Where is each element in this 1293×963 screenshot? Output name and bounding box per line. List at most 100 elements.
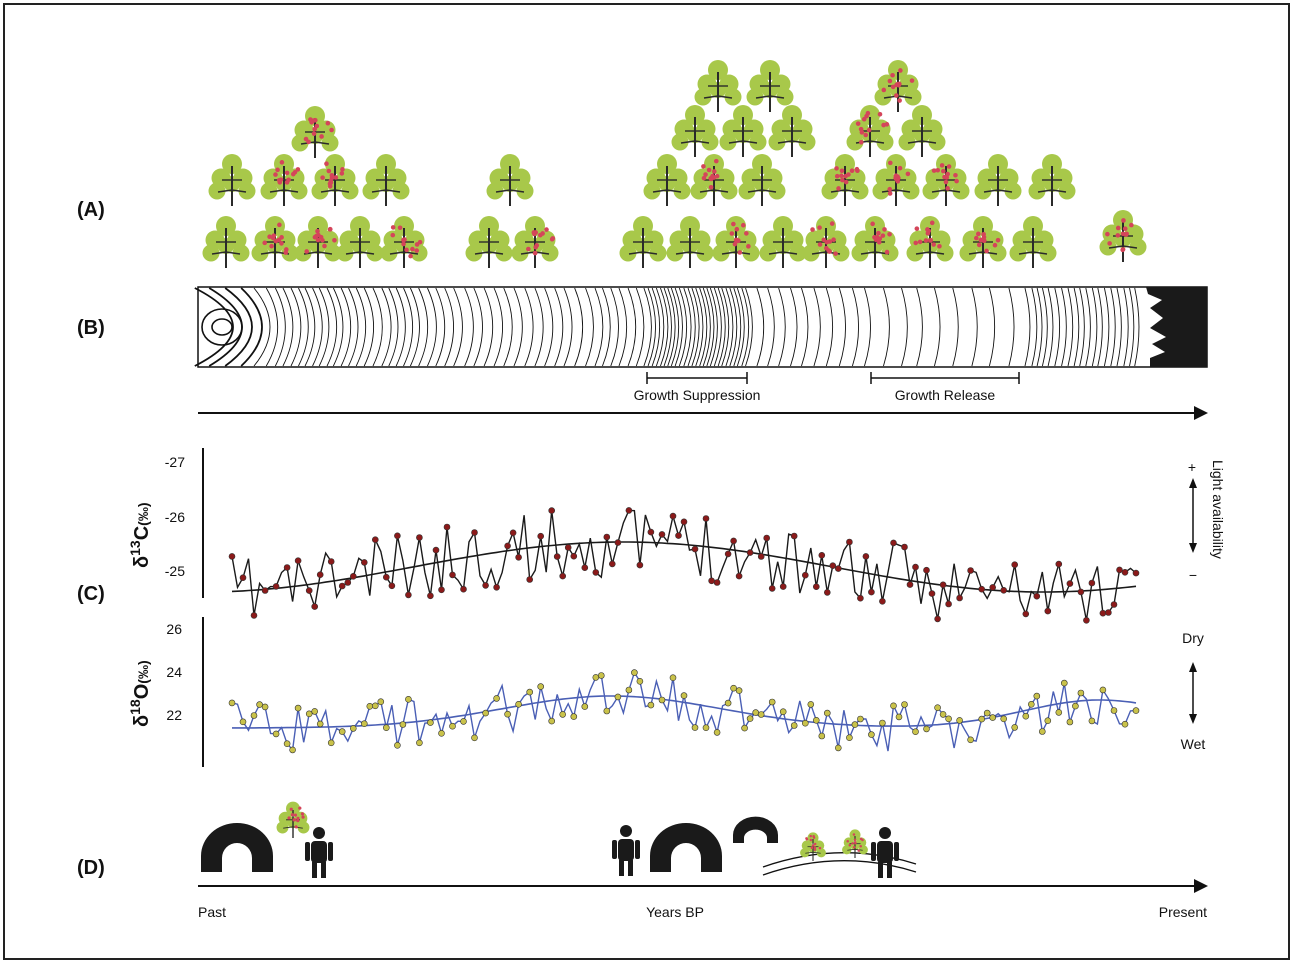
data-point xyxy=(967,736,974,744)
data-point xyxy=(228,699,236,707)
data-point xyxy=(548,507,556,514)
data-point xyxy=(250,712,258,719)
tree-ring xyxy=(453,287,463,367)
panel-label-b: (B) xyxy=(77,317,105,339)
data-point xyxy=(658,531,666,538)
fruit-tree-icon xyxy=(712,216,760,268)
hut-icon xyxy=(650,823,722,872)
data-point xyxy=(768,698,776,706)
tree-ring xyxy=(643,287,652,367)
tree-ring xyxy=(663,287,672,367)
tree-ring xyxy=(883,287,890,367)
light-minus-sign: − xyxy=(1189,567,1197,583)
data-point xyxy=(526,576,534,583)
data-point xyxy=(890,539,897,547)
data-point xyxy=(1116,566,1123,574)
data-point xyxy=(757,711,765,718)
fruit-tree-icon xyxy=(690,154,738,206)
data-point xyxy=(305,710,313,718)
dry-wet-arrow xyxy=(1189,662,1197,724)
growth-release-label: Growth Release xyxy=(895,387,996,403)
data-point xyxy=(537,683,545,690)
tree-ring xyxy=(1041,287,1048,367)
tree-icon xyxy=(719,105,767,157)
tree-ring xyxy=(678,287,688,367)
data-point xyxy=(680,692,688,699)
fruit-tree-icon xyxy=(821,154,869,206)
years-bp-label: Years BP xyxy=(646,904,704,920)
data-point xyxy=(625,686,633,694)
tree-ring xyxy=(1116,287,1122,367)
data-point xyxy=(857,715,864,723)
tree-ring xyxy=(253,287,271,367)
tree-ring xyxy=(971,287,978,367)
present-label: Present xyxy=(1159,904,1207,920)
data-point xyxy=(349,725,357,732)
data-point xyxy=(338,582,346,590)
data-point xyxy=(724,699,732,707)
data-point xyxy=(636,677,644,685)
data-point xyxy=(939,581,947,589)
data-point xyxy=(851,721,859,728)
data-point xyxy=(879,597,886,605)
data-point xyxy=(349,572,357,580)
data-point xyxy=(581,564,589,572)
data-point xyxy=(427,592,434,600)
fruit-tree-icon xyxy=(922,154,970,206)
tree-ring xyxy=(395,287,406,367)
c13-tick-label: -25 xyxy=(165,563,185,579)
tree-ring xyxy=(655,287,665,367)
o18-tick-label: 22 xyxy=(166,707,182,723)
tree-icon xyxy=(768,105,816,157)
tree-icon xyxy=(898,105,946,157)
figure-frame xyxy=(3,3,1290,960)
tree-ring xyxy=(660,287,669,367)
tree-ring xyxy=(901,287,908,367)
data-point xyxy=(371,536,379,544)
c13-series xyxy=(228,507,1140,624)
tree-ring xyxy=(326,287,338,367)
data-point xyxy=(956,594,963,602)
data-point xyxy=(559,572,567,580)
pith-ring xyxy=(211,318,233,336)
tree-ring xyxy=(544,287,554,367)
ring-lines xyxy=(194,287,1140,367)
tree-ring xyxy=(670,287,680,367)
tree-ring xyxy=(340,287,352,367)
tree-ring xyxy=(767,287,775,367)
tree-ring xyxy=(717,287,726,367)
tree-icon xyxy=(362,154,410,206)
tree-ring xyxy=(651,287,661,367)
data-point xyxy=(509,529,517,537)
tree-icon xyxy=(336,216,384,268)
growth-suppression-bracket xyxy=(646,372,748,384)
fruit-tree-icon xyxy=(380,216,428,268)
data-point xyxy=(537,532,545,540)
panel-label-d: (D) xyxy=(77,857,105,879)
data-point xyxy=(482,582,489,589)
past-label: Past xyxy=(198,904,226,920)
fruit-tree-icon xyxy=(800,832,826,861)
data-point xyxy=(1011,724,1019,731)
data-point xyxy=(818,732,826,740)
data-point xyxy=(647,528,655,536)
data-point xyxy=(388,582,396,590)
data-point xyxy=(768,585,776,592)
trend-line xyxy=(232,695,1137,729)
data-point xyxy=(504,710,511,718)
data-point xyxy=(989,714,997,721)
c13-superscript: 13 xyxy=(127,540,143,556)
data-point xyxy=(344,579,352,586)
tree-ring xyxy=(240,287,263,367)
data-point xyxy=(366,702,374,710)
data-point xyxy=(901,701,908,708)
data-point xyxy=(283,740,291,748)
data-point xyxy=(901,543,908,551)
data-point xyxy=(779,583,787,590)
data-point xyxy=(752,709,760,716)
c13-tick-label: -27 xyxy=(165,454,185,470)
data-point xyxy=(989,584,997,591)
data-point xyxy=(1077,588,1085,596)
o18-symbol: δ xyxy=(131,715,153,727)
data-point xyxy=(945,600,952,608)
